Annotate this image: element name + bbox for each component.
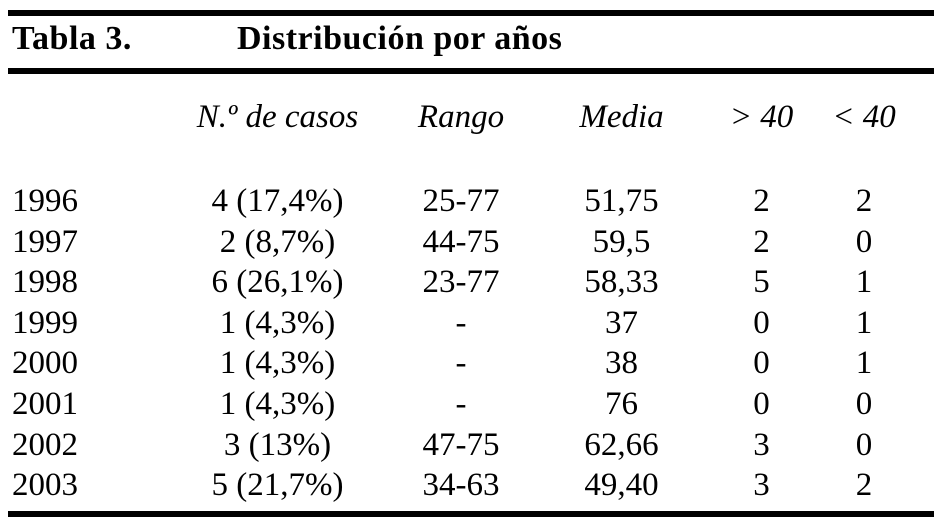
col-header-gt40: > 40 [729, 99, 794, 135]
cell-casos: 3 (13%) [223, 426, 332, 463]
cell-casos: 1 (4,3%) [219, 385, 336, 422]
cell-casos: 6 (26,1%) [211, 264, 344, 301]
cell-media: 51,75 [584, 183, 659, 219]
table-row: 2003 5 (21,7%) 34-63 49,40 3 2 [0, 465, 944, 506]
cell-gt40: 0 [753, 304, 770, 341]
cell-gt40: 2 [753, 223, 770, 260]
table-row: 1996 4 (17,4%) 25-77 51,75 2 2 [0, 181, 944, 222]
cell-rango: 23-77 [422, 264, 500, 301]
col-header-media: Media [579, 99, 664, 135]
cell-media: 62,66 [584, 426, 659, 463]
col-header-rango: Rango [417, 99, 505, 135]
col-header-lt40: < 40 [832, 99, 896, 135]
top-rule [8, 10, 934, 16]
cell-year: 2001 [12, 385, 78, 422]
table-row: 1998 6 (26,1%) 23-77 58,33 5 1 [0, 262, 944, 303]
table-header-row: N.º de casos Rango Media > 40 < 40 [0, 96, 944, 138]
cell-year: 2000 [12, 345, 78, 382]
cell-year: 1996 [12, 183, 78, 219]
cell-year: 2003 [12, 467, 78, 504]
cell-lt40: 1 [855, 345, 873, 382]
cell-rango: 34-63 [422, 467, 500, 504]
cell-rango: 44-75 [422, 223, 500, 260]
cell-lt40: 2 [855, 467, 873, 504]
cell-casos: 4 (17,4%) [211, 183, 344, 219]
cell-rango: - [455, 345, 467, 382]
cell-rango: 47-75 [422, 426, 500, 463]
cell-media: 59,5 [592, 223, 651, 260]
cell-media: 37 [605, 304, 638, 341]
cell-rango: 25-77 [422, 183, 500, 219]
cell-gt40: 2 [753, 183, 770, 219]
bottom-rule [8, 511, 934, 517]
cell-year: 1998 [12, 264, 78, 301]
table-number-label: Tabla 3. [12, 20, 132, 57]
table-row: 2000 1 (4,3%) - 38 0 1 [0, 343, 944, 384]
col-header-casos: N.º de casos [196, 99, 359, 135]
cell-lt40: 1 [855, 264, 873, 301]
cell-gt40: 0 [753, 345, 770, 382]
cell-casos: 1 (4,3%) [219, 345, 336, 382]
table-row: 2002 3 (13%) 47-75 62,66 3 0 [0, 425, 944, 466]
table-body: 1996 4 (17,4%) 25-77 51,75 2 2 1997 2 (8… [0, 181, 944, 506]
cell-gt40: 5 [753, 264, 770, 301]
cell-gt40: 3 [753, 426, 770, 463]
table-title: Distribución por años [237, 20, 563, 57]
table-row: 2001 1 (4,3%) - 76 0 0 [0, 384, 944, 425]
cell-lt40: 0 [855, 385, 873, 422]
cell-media: 38 [605, 345, 638, 382]
cell-lt40: 0 [855, 223, 873, 260]
cell-year: 1999 [12, 304, 78, 341]
cell-year: 1997 [12, 223, 78, 260]
header-separator-rule [8, 68, 934, 74]
cell-gt40: 0 [753, 385, 770, 422]
cell-rango: - [455, 304, 467, 341]
cell-media: 58,33 [584, 264, 659, 301]
table-row: 1999 1 (4,3%) - 37 0 1 [0, 303, 944, 344]
cell-casos: 2 (8,7%) [219, 223, 336, 260]
cell-rango: - [455, 385, 467, 422]
cell-media: 76 [605, 385, 638, 422]
cell-casos: 5 (21,7%) [211, 467, 344, 504]
col-header-year [12, 96, 152, 138]
cell-gt40: 3 [753, 467, 770, 504]
cell-media: 49,40 [584, 467, 659, 504]
cell-lt40: 1 [855, 304, 873, 341]
cell-lt40: 0 [855, 426, 873, 463]
table-row: 1997 2 (8,7%) 44-75 59,5 2 0 [0, 222, 944, 263]
cell-year: 2002 [12, 426, 78, 463]
cell-casos: 1 (4,3%) [219, 304, 336, 341]
cell-lt40: 2 [855, 183, 873, 219]
